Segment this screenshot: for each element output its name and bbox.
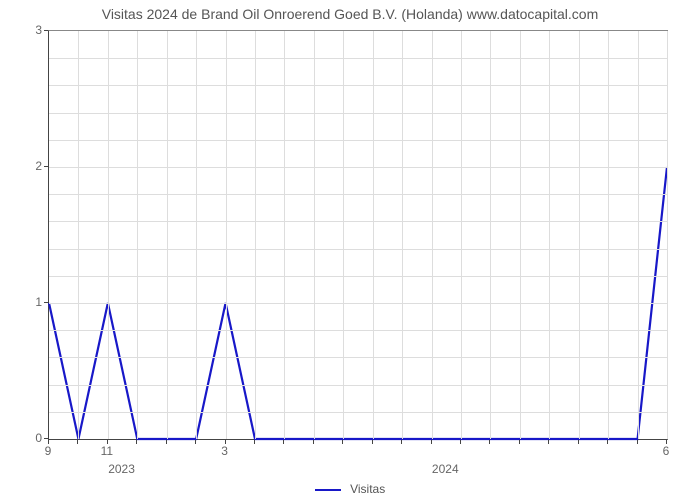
chart-title: Visitas 2024 de Brand Oil Onroerend Goed… [0, 6, 700, 22]
x-category-label: 2023 [108, 462, 135, 476]
x-minor-tick-mark [77, 440, 78, 444]
gridline-v [432, 31, 433, 439]
x-minor-tick-mark [136, 440, 137, 444]
gridline-v [196, 31, 197, 439]
y-tick-label: 1 [12, 295, 42, 309]
x-tick-mark [666, 440, 667, 444]
gridline-v [284, 31, 285, 439]
x-minor-tick-mark [637, 440, 638, 444]
gridline-h [49, 85, 667, 86]
gridline-v [255, 31, 256, 439]
gridline-v [638, 31, 639, 439]
x-minor-tick-mark [401, 440, 402, 444]
gridline-v [226, 31, 227, 439]
line-series [49, 31, 667, 439]
x-tick-label: 3 [221, 444, 228, 458]
gridline-v [78, 31, 79, 439]
gridline-v [667, 31, 668, 439]
x-tick-label: 11 [101, 444, 113, 458]
legend-swatch [315, 489, 341, 491]
x-category-label: 2024 [432, 462, 459, 476]
gridline-v [402, 31, 403, 439]
y-tick-label: 3 [12, 23, 42, 37]
gridline-h [49, 303, 667, 304]
x-minor-tick-mark [372, 440, 373, 444]
x-minor-tick-mark [254, 440, 255, 444]
gridline-v [108, 31, 109, 439]
gridline-v [167, 31, 168, 439]
gridline-v [579, 31, 580, 439]
gridline-v [343, 31, 344, 439]
x-tick-label: 9 [45, 444, 52, 458]
x-tick-mark [225, 440, 226, 444]
gridline-v [137, 31, 138, 439]
gridline-h [49, 221, 667, 222]
gridline-v [490, 31, 491, 439]
gridline-v [608, 31, 609, 439]
gridline-h [49, 412, 667, 413]
y-tick-mark [44, 302, 48, 303]
gridline-v [549, 31, 550, 439]
x-minor-tick-mark [607, 440, 608, 444]
y-tick-mark [44, 438, 48, 439]
gridline-h [49, 167, 667, 168]
x-minor-tick-mark [313, 440, 314, 444]
x-minor-tick-mark [460, 440, 461, 444]
x-tick-mark [48, 440, 49, 444]
x-minor-tick-mark [283, 440, 284, 444]
gridline-h [49, 357, 667, 358]
gridline-h [49, 140, 667, 141]
x-minor-tick-mark [166, 440, 167, 444]
gridline-h [49, 249, 667, 250]
y-tick-label: 0 [12, 431, 42, 445]
plot-area [48, 30, 668, 440]
y-tick-mark [44, 30, 48, 31]
chart-container: Visitas 2024 de Brand Oil Onroerend Goed… [0, 0, 700, 500]
gridline-v [314, 31, 315, 439]
gridline-v [520, 31, 521, 439]
x-minor-tick-mark [342, 440, 343, 444]
y-tick-mark [44, 166, 48, 167]
gridline-v [461, 31, 462, 439]
legend-label: Visitas [350, 482, 385, 496]
x-minor-tick-mark [195, 440, 196, 444]
legend: Visitas [0, 482, 700, 496]
y-tick-label: 2 [12, 159, 42, 173]
x-minor-tick-mark [519, 440, 520, 444]
gridline-h [49, 58, 667, 59]
x-minor-tick-mark [578, 440, 579, 444]
gridline-v [373, 31, 374, 439]
gridline-h [49, 194, 667, 195]
gridline-h [49, 385, 667, 386]
gridline-h [49, 330, 667, 331]
x-minor-tick-mark [548, 440, 549, 444]
x-minor-tick-mark [431, 440, 432, 444]
x-minor-tick-mark [489, 440, 490, 444]
x-tick-label: 6 [663, 444, 670, 458]
x-tick-mark [107, 440, 108, 444]
gridline-h [49, 276, 667, 277]
gridline-h [49, 113, 667, 114]
